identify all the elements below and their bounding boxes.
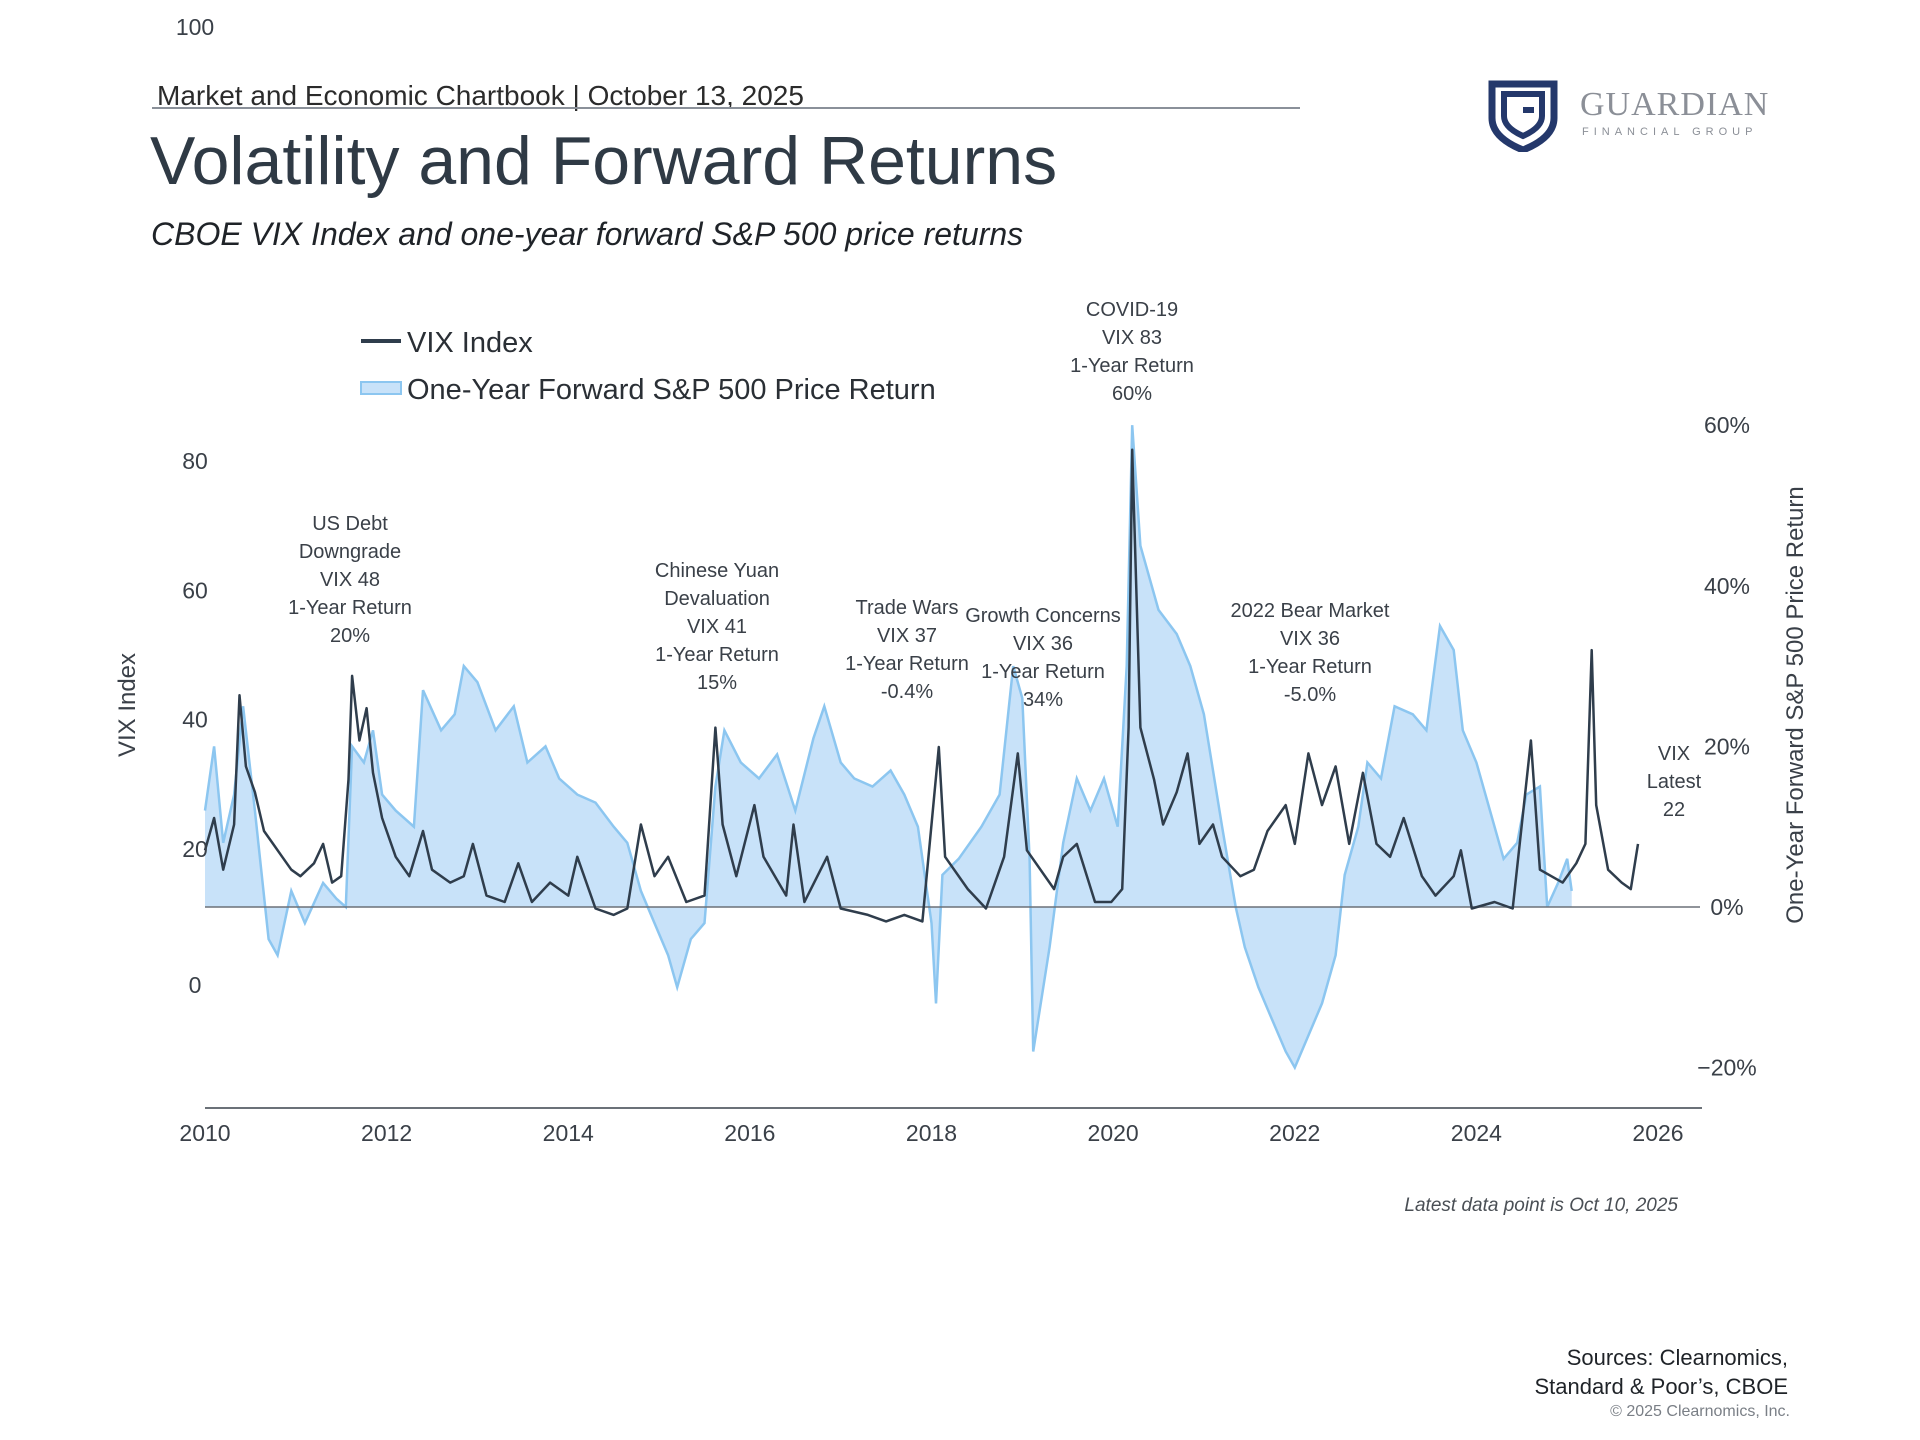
x-tick-label: 2020 xyxy=(1088,1120,1139,1146)
annotation-label: VIX 41 xyxy=(687,616,747,638)
annotation-label: 22 xyxy=(1663,799,1685,821)
sources: Sources: Clearnomics, Standard & Poor’s,… xyxy=(1534,1343,1788,1401)
legend-return-label: One-Year Forward S&P 500 Price Return xyxy=(407,374,936,406)
annotation-label: Downgrade xyxy=(299,541,401,563)
annotation-label: -5.0% xyxy=(1284,684,1336,706)
annotation-label: Growth Concerns xyxy=(965,605,1121,627)
y-left-tick-label: 0 xyxy=(189,972,202,998)
annotation-label: Chinese Yuan xyxy=(655,560,779,582)
annotation-label: -0.4% xyxy=(881,681,933,703)
y-right-axis-label: One-Year Forward S&P 500 Price Return xyxy=(1782,486,1809,924)
annotation-label: VIX 37 xyxy=(877,625,937,647)
y-right-tick-label: 40% xyxy=(1704,573,1750,599)
guardian-logo: GUARDIAN FINANCIAL GROUP xyxy=(1488,80,1770,154)
annotation-label: Latest xyxy=(1647,771,1702,793)
logo-wordmark: GUARDIAN xyxy=(1580,86,1770,123)
latest-data-note: Latest data point is Oct 10, 2025 xyxy=(1404,1195,1678,1216)
y-right-tick-label: 20% xyxy=(1704,733,1750,759)
page-title: Volatility and Forward Returns xyxy=(150,123,1058,199)
annotation-label: 34% xyxy=(1023,689,1063,711)
y-right-tick-label: 0% xyxy=(1710,894,1743,920)
annotation-label: VIX xyxy=(1658,743,1690,765)
guardian-shield-icon xyxy=(1488,80,1558,154)
y-right-tick-label: −20% xyxy=(1697,1055,1756,1081)
x-tick-label: 2014 xyxy=(543,1120,594,1146)
chartbook-header: Market and Economic Chartbook | October … xyxy=(157,80,804,111)
annotation-label: 15% xyxy=(697,672,737,694)
x-tick-label: 2024 xyxy=(1451,1120,1502,1146)
annotation-label: COVID-19 xyxy=(1086,299,1178,321)
header-rule xyxy=(152,107,1300,109)
sources-line-1: Sources: Clearnomics, xyxy=(1566,1345,1788,1370)
y-left-tick-label: 20 xyxy=(182,836,208,862)
annotation-label: VIX 48 xyxy=(320,569,380,591)
y-left-axis-label: VIX Index xyxy=(114,653,141,757)
annotation-label: 60% xyxy=(1112,383,1152,405)
x-tick-label: 2018 xyxy=(906,1120,957,1146)
annotation-label: VIX 83 xyxy=(1102,327,1162,349)
legend-vix-label: VIX Index xyxy=(407,327,533,359)
page-subtitle: CBOE VIX Index and one-year forward S&P … xyxy=(151,216,1024,252)
x-tick-label: 2022 xyxy=(1269,1120,1320,1146)
x-tick-label: 2016 xyxy=(724,1120,775,1146)
annotation-label: 1-Year Return xyxy=(1248,656,1372,678)
annotation-label: 1-Year Return xyxy=(655,644,779,666)
annotation-label: VIX 36 xyxy=(1280,628,1340,650)
legend-return-swatch xyxy=(360,381,402,395)
sources-line-2: Standard & Poor’s, CBOE xyxy=(1534,1374,1788,1399)
return-area xyxy=(205,425,1572,1068)
annotation-label: Trade Wars xyxy=(856,597,959,619)
logo-tagline: FINANCIAL GROUP xyxy=(1582,126,1758,138)
x-tick-label: 2012 xyxy=(361,1120,412,1146)
y-left-tick-label: 60 xyxy=(182,577,208,603)
return-line xyxy=(203,425,1573,1071)
annotation-label: 20% xyxy=(330,625,370,647)
annotation-label: 2022 Bear Market xyxy=(1231,600,1390,622)
y-left-tick-label: 80 xyxy=(182,448,208,474)
annotation-label: US Debt xyxy=(312,513,388,535)
annotation-label: 1-Year Return xyxy=(1070,355,1194,377)
vix-line xyxy=(203,448,1640,923)
copyright: © 2025 Clearnomics, Inc. xyxy=(1610,1403,1790,1420)
x-tick-label: 2026 xyxy=(1632,1120,1683,1146)
y-left-tick-label: 40 xyxy=(182,707,208,733)
annotation-label: VIX 36 xyxy=(1013,633,1073,655)
y-left-tick-label: 100 xyxy=(176,14,214,40)
y-right-tick-label: 60% xyxy=(1704,412,1750,438)
annotation-label: 1-Year Return xyxy=(981,661,1105,683)
annotation-label: Devaluation xyxy=(664,588,770,610)
annotation-label: 1-Year Return xyxy=(845,653,969,675)
annotation-label: 1-Year Return xyxy=(288,597,412,619)
x-tick-label: 2010 xyxy=(179,1120,230,1146)
